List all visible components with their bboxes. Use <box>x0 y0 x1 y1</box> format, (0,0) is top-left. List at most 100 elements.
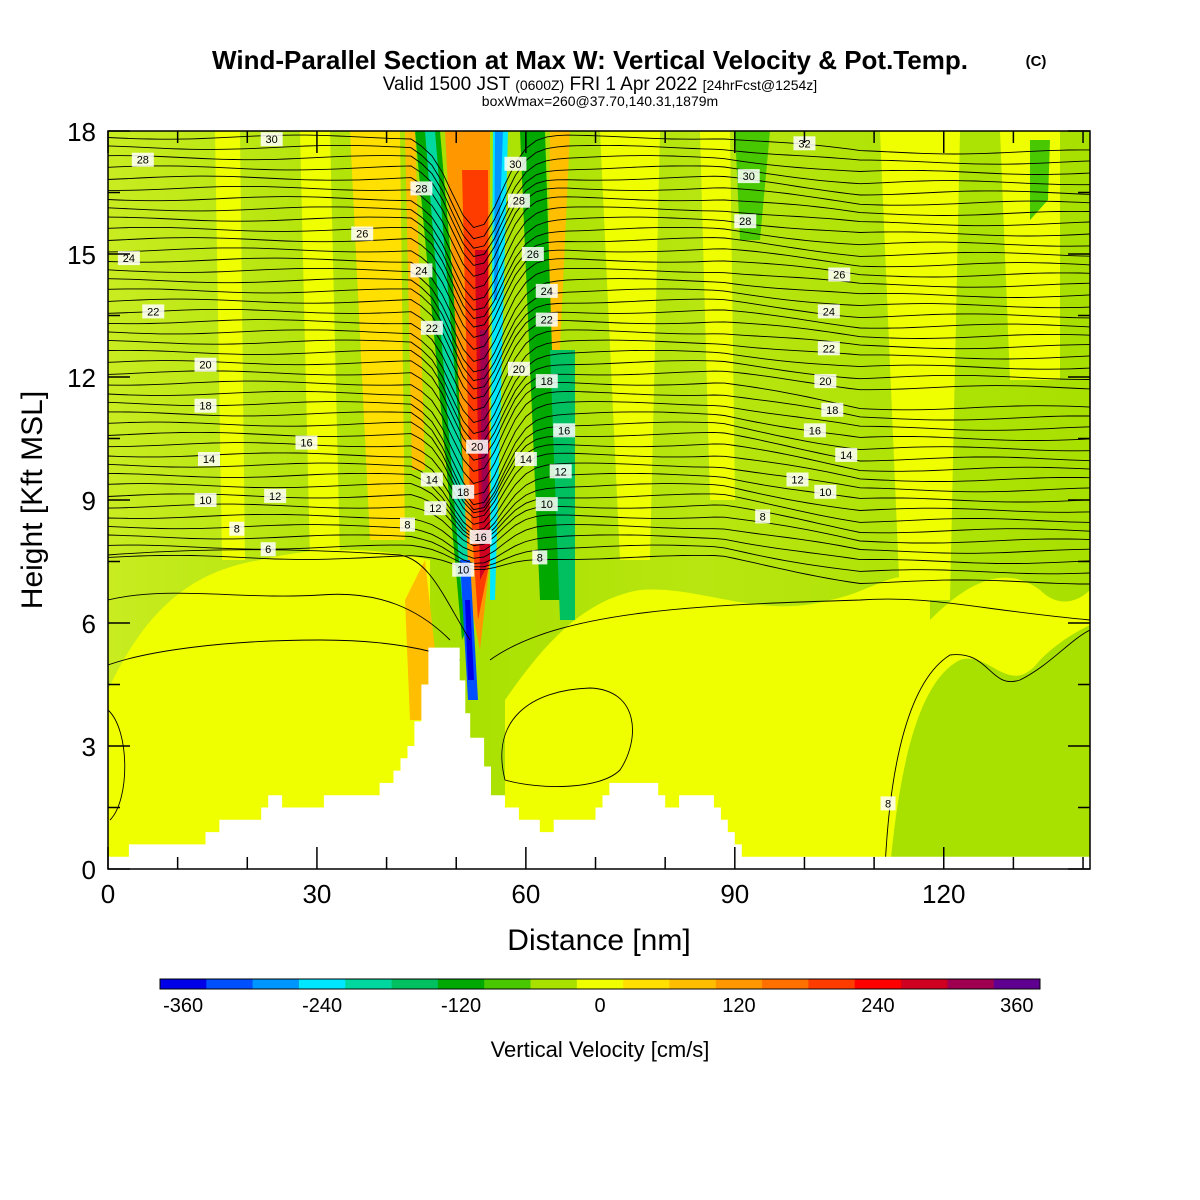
contour-label: 14 <box>197 452 220 466</box>
isentrope-line <box>108 442 1090 519</box>
svg-text:16: 16 <box>809 425 821 437</box>
colorbar-tick-label: 240 <box>861 995 894 1017</box>
svg-text:10: 10 <box>819 487 831 499</box>
svg-text:22: 22 <box>426 323 438 335</box>
contour-label: 12 <box>424 501 447 516</box>
x-axis-label: Distance [nm] <box>507 924 690 957</box>
contour-label: 22 <box>535 312 558 327</box>
isentrope-line <box>108 554 1090 585</box>
isentrope-line <box>108 592 451 641</box>
isentrope-line <box>108 370 1090 461</box>
colorbar-swatch <box>484 979 532 989</box>
svg-text:16: 16 <box>558 425 570 437</box>
isentrope-line <box>108 298 1090 390</box>
svg-text:12: 12 <box>429 503 441 515</box>
svg-text:24: 24 <box>415 265 427 277</box>
contour-label: 8 <box>755 509 771 524</box>
velocity-streak-yellow-5 <box>700 131 735 500</box>
svg-text:8: 8 <box>537 552 543 564</box>
isentrope-line <box>108 185 1090 277</box>
isentrope-line <box>108 390 1090 485</box>
isentrope-line <box>108 329 1090 424</box>
colorbar-swatch <box>530 979 578 989</box>
svg-text:18: 18 <box>541 376 553 388</box>
contour-label: 18 <box>821 402 844 417</box>
contour-label: 12 <box>264 488 287 503</box>
y-tick-label: 15 <box>67 240 96 270</box>
svg-text:24: 24 <box>123 253 135 265</box>
svg-text:8: 8 <box>404 520 410 532</box>
svg-text:20: 20 <box>471 442 483 454</box>
colorbar: -360 -240 -120 0 120 240 360 <box>159 978 1041 1017</box>
isentrope-line <box>108 462 1090 532</box>
contour-label: 22 <box>142 304 165 319</box>
contour-label: 10 <box>452 562 475 577</box>
contour-label: 8 <box>880 796 896 811</box>
contour-label: 6 <box>260 542 276 557</box>
contour-label: 24 <box>410 263 433 278</box>
y-axis-label: Height [Kft MSL] <box>16 391 49 609</box>
velocity-field <box>108 131 1090 869</box>
isentrope-line <box>108 144 1090 240</box>
velocity-streak-orange-1 <box>405 131 425 470</box>
svg-text:22: 22 <box>147 306 159 318</box>
colorbar-swatch <box>947 979 995 989</box>
svg-text:6: 6 <box>265 544 271 556</box>
velocity-streak-yellow-1 <box>300 131 340 560</box>
svg-text:30: 30 <box>743 171 755 183</box>
isentrope-line <box>108 226 1090 319</box>
colorbar-swatch <box>160 979 207 989</box>
isentrope-line <box>108 216 1090 311</box>
svg-text:26: 26 <box>356 229 368 241</box>
colorbar-swatch <box>715 979 763 989</box>
contour-label: 8 <box>399 517 415 532</box>
contour-label: 30 <box>504 156 527 171</box>
contour-label: 22 <box>817 341 840 356</box>
isentrope-line <box>108 247 1090 338</box>
colorbar-swatch <box>206 979 254 989</box>
colorbar-swatch <box>391 979 439 989</box>
colorbar-swatch <box>298 979 346 989</box>
isentrope-line <box>108 411 1090 506</box>
contour-label: 10 <box>535 497 558 512</box>
chart-subtitle-2: boxWmax=260@37.70,140.31,1879m <box>482 93 718 109</box>
chart-subtitle: Valid 1500 JST (0600Z) FRI 1 Apr 2022 [2… <box>383 74 817 95</box>
contour-label: 16 <box>803 423 826 438</box>
isentrope-line <box>108 206 1090 301</box>
isentrope-line <box>108 709 126 821</box>
isentrope-line <box>108 380 1090 472</box>
y-tick-label: 18 <box>67 117 96 147</box>
contour-label: 10 <box>814 484 837 499</box>
svg-text:18: 18 <box>199 401 211 413</box>
isentrope-line <box>108 452 1090 525</box>
contour-label: 24 <box>117 251 140 266</box>
subtitle-fcst: [24hrFcst@1254z] <box>703 77 818 93</box>
colorbar-swatch <box>808 979 856 989</box>
contour-label: 28 <box>410 181 433 196</box>
contour-label: 32 <box>793 136 816 151</box>
svg-text:12: 12 <box>269 491 281 503</box>
contour-label: 16 <box>295 435 318 450</box>
isentrope-line <box>108 513 1090 553</box>
contour-labels: 6 8 8 8 8 8 10 10 10 10 12 12 12 12 14 14 14 14 16 16 16 16 18… <box>117 132 896 811</box>
svg-text:10: 10 <box>541 499 553 511</box>
contour-label: 16 <box>469 529 492 544</box>
y-tick-label: 6 <box>82 609 96 639</box>
contour-label: 24 <box>817 304 840 319</box>
svg-text:20: 20 <box>819 376 831 388</box>
svg-text:20: 20 <box>199 360 211 372</box>
colorbar-tick-label: 360 <box>1000 995 1033 1017</box>
contour-label: 20 <box>507 361 530 376</box>
svg-text:8: 8 <box>234 524 240 536</box>
isentrope-line <box>108 483 1090 539</box>
svg-text:14: 14 <box>426 475 438 487</box>
x-axis: 0 30 60 90 120 <box>101 131 1084 909</box>
contour-label: 30 <box>260 132 283 147</box>
isentrope-line <box>108 308 1090 400</box>
isentrope-line <box>108 257 1090 350</box>
svg-text:30: 30 <box>509 159 521 171</box>
svg-text:14: 14 <box>840 450 852 462</box>
colorbar-tick-label: -360 <box>163 995 203 1017</box>
colorbar-tick-label: 120 <box>722 995 755 1017</box>
isentrope-line <box>108 339 1090 435</box>
